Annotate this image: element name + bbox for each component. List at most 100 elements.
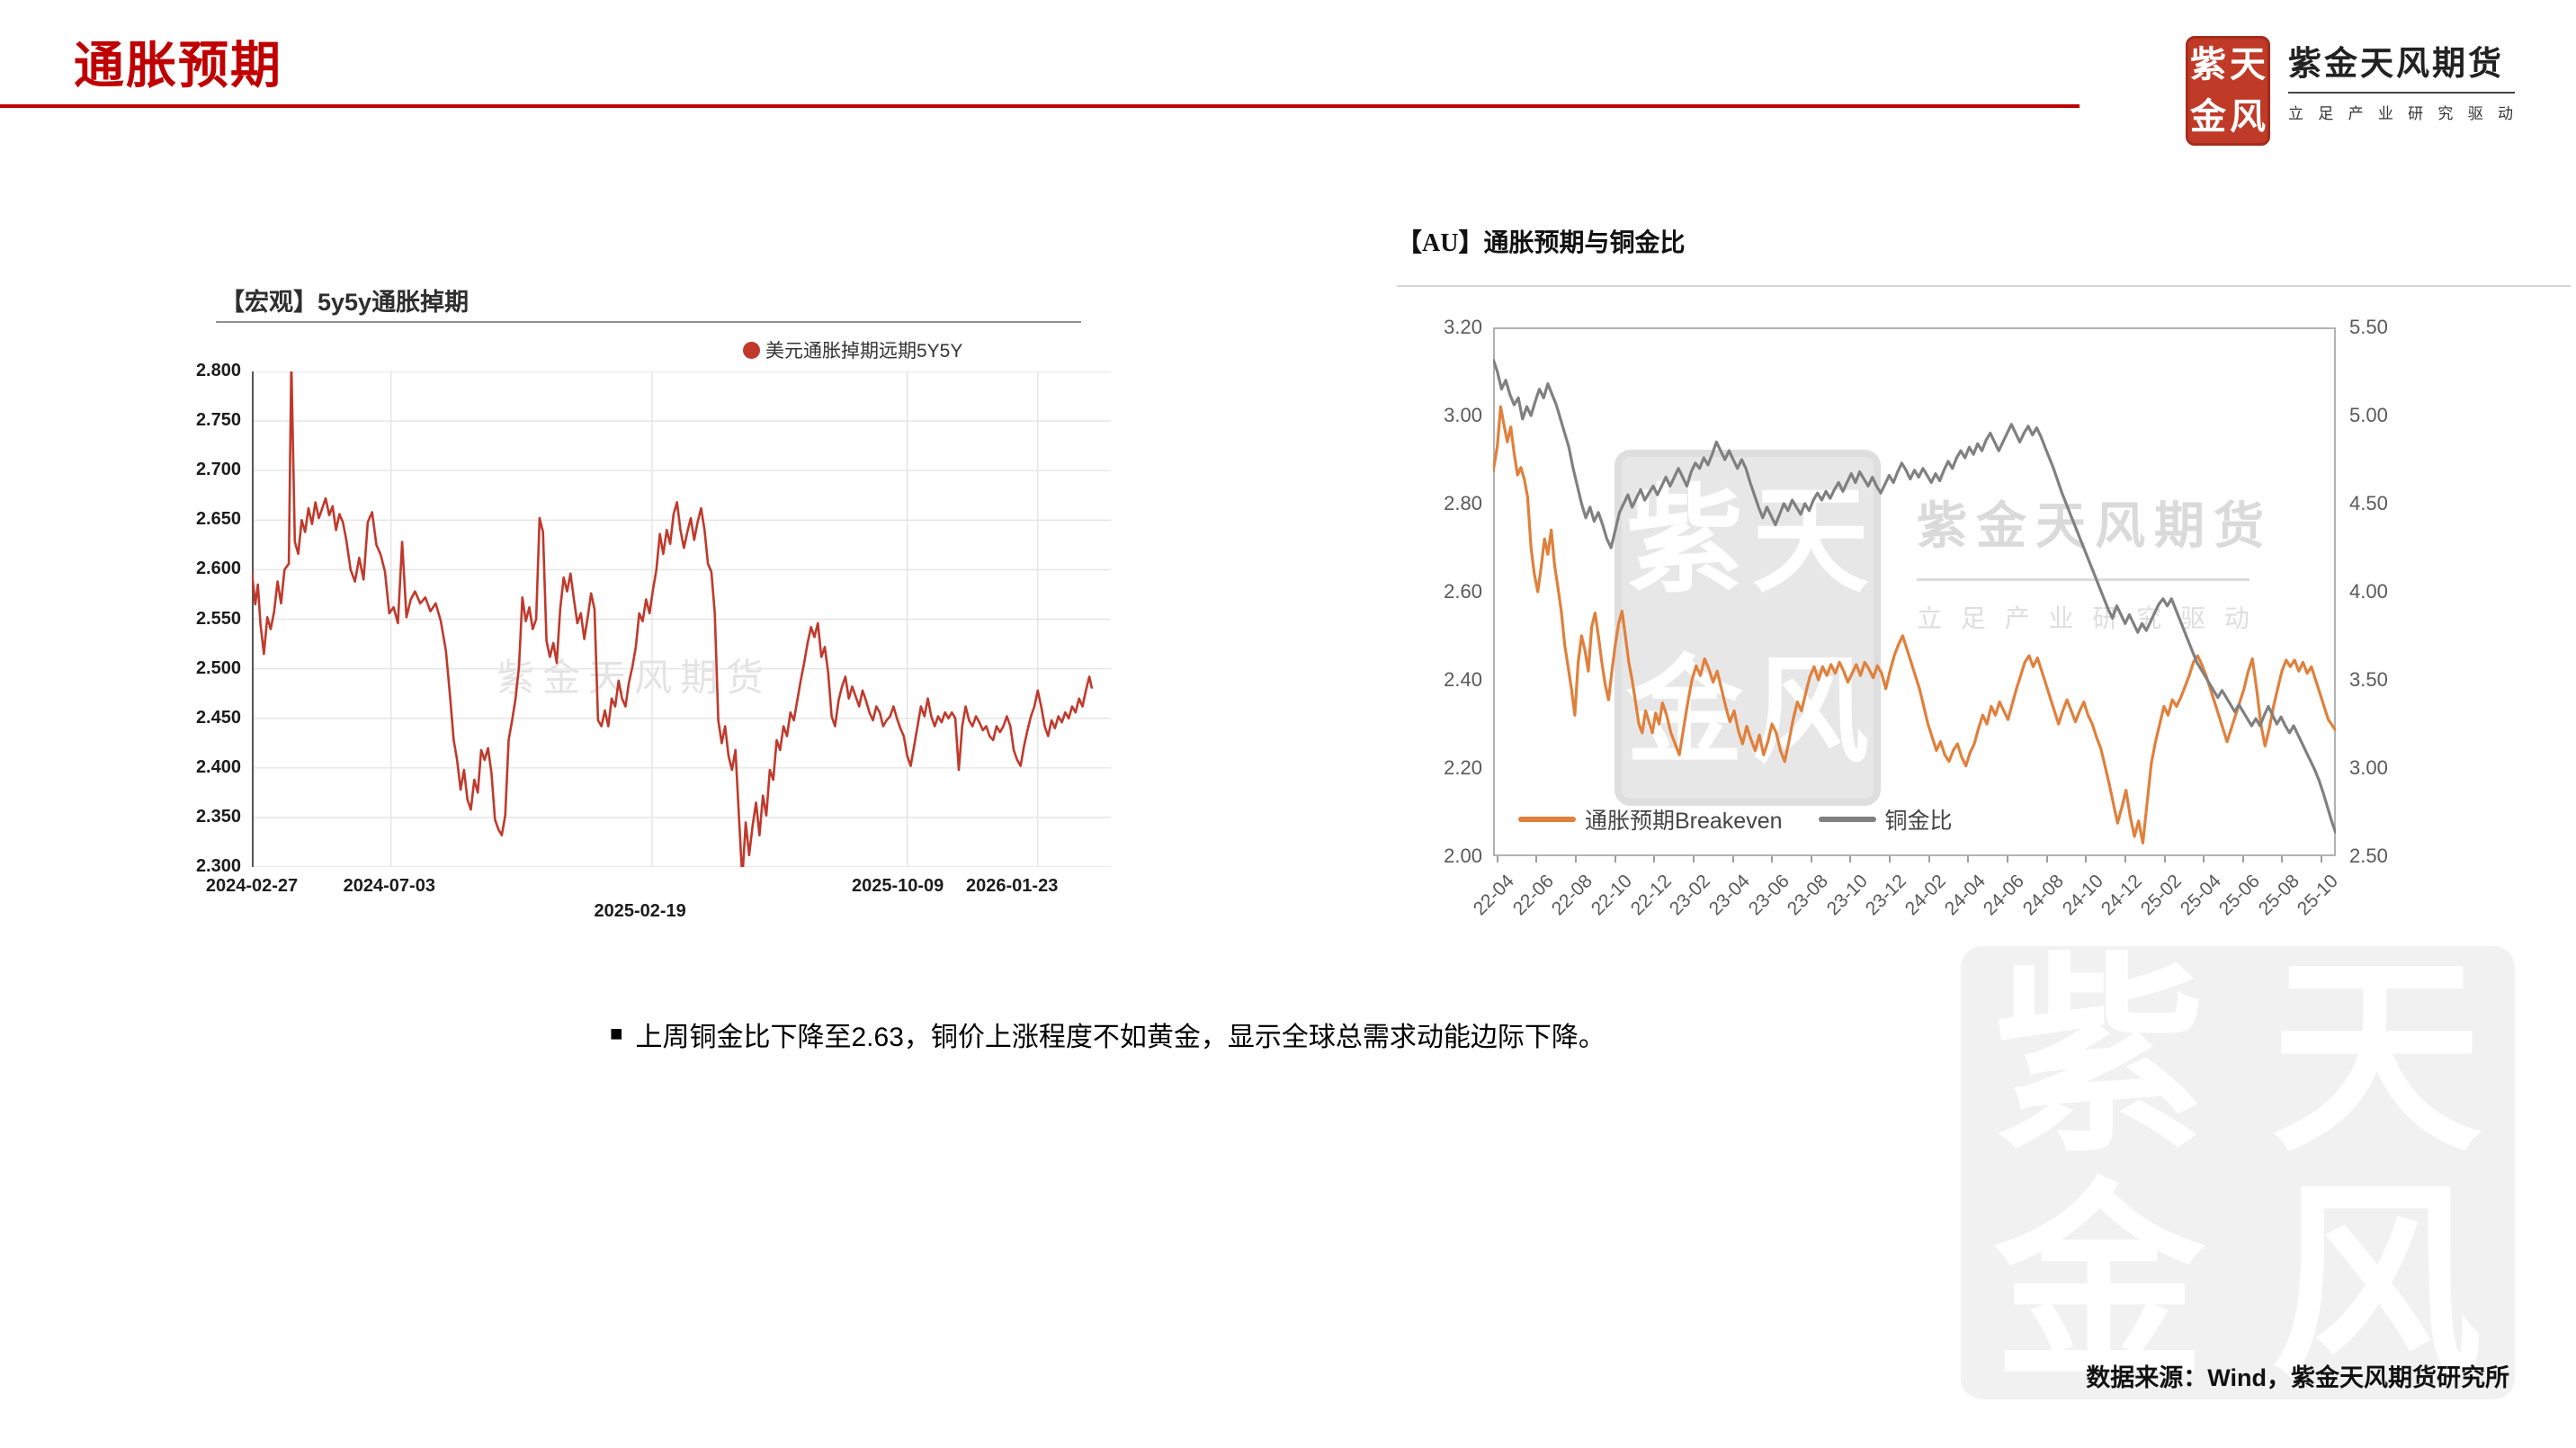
- x-axis-tick-label: 23-04: [1704, 871, 1754, 920]
- y-axis-tick-label: 2.500: [195, 657, 241, 678]
- x-axis-tick: [2124, 856, 2126, 863]
- x-axis-tick-label: 22-08: [1548, 871, 1597, 920]
- x-axis-tick-label: 2025-02-19: [594, 901, 686, 921]
- y-axis-tick-label: 2.700: [195, 460, 241, 480]
- seal-char: 天: [2230, 44, 2266, 85]
- right-y-axis-tick-label: 5.50: [2349, 316, 2388, 338]
- corner-watermark-seal: 紫 天 金 风: [1961, 946, 2515, 1399]
- left-y-axis-tick-label: 2.20: [1444, 756, 1482, 779]
- seal-char: 金: [2190, 96, 2226, 137]
- x-axis-tick-label: 23-10: [1822, 871, 1872, 920]
- seal-char: 紫: [2190, 44, 2226, 85]
- tagline-char: 足: [2318, 105, 2336, 122]
- y-axis-tick-label: 2.600: [195, 559, 241, 579]
- right-chart-title-underline: [1397, 285, 2571, 287]
- left-y-axis-tick-label: 2.80: [1444, 492, 1482, 514]
- logo-text-block: 紫金天风期货 立足产业研究驱动: [2288, 36, 2515, 123]
- y-axis-tick-label: 2.550: [195, 608, 241, 629]
- x-axis-tick: [1731, 856, 1734, 863]
- seal-char: 风: [2270, 1168, 2482, 1403]
- legend-label: 美元通胀掉期远期5Y5Y: [765, 341, 963, 362]
- y-axis-tick-label: 2.300: [195, 856, 241, 876]
- x-axis-tick-label: 24-02: [1901, 871, 1951, 920]
- seal-char: 金: [1993, 1168, 2205, 1403]
- x-axis-tick: [1810, 856, 1812, 863]
- logo-divider: [2288, 92, 2515, 94]
- left-y-axis-tick-label: 3.20: [1444, 316, 1482, 338]
- x-axis-tick-label: 22-04: [1469, 871, 1519, 920]
- x-axis-tick: [2085, 856, 2088, 863]
- left-y-axis-tick-label: 2.00: [1444, 845, 1482, 867]
- x-axis-tick: [2007, 856, 2009, 863]
- y-axis-tick-label: 2.800: [195, 361, 241, 380]
- x-axis-tick-label: 23-02: [1665, 871, 1715, 920]
- left-chart-plot: [252, 371, 1111, 867]
- x-axis-tick-label: 24-08: [2018, 871, 2068, 920]
- x-axis-tick: [2045, 856, 2048, 863]
- tagline-char: 驱: [2467, 105, 2485, 122]
- y-axis-tick-label: 2.650: [195, 509, 241, 530]
- x-axis-tick: [2321, 856, 2323, 863]
- right-y-axis-tick-label: 5.00: [2349, 404, 2388, 426]
- header-divider: [0, 104, 2080, 108]
- x-axis-tick: [1496, 856, 1498, 863]
- x-axis-tick: [1771, 856, 1774, 863]
- right-y-axis-tick-label: 3.00: [2349, 756, 2388, 779]
- seal-char: 风: [2230, 96, 2266, 137]
- x-axis-tick-label: 25-10: [2294, 871, 2343, 920]
- x-axis-tick-label: 23-06: [1744, 871, 1793, 920]
- x-axis-tick: [1889, 856, 1892, 863]
- bullet-marker-icon: ■: [610, 1022, 623, 1046]
- tagline-char: 动: [2497, 105, 2515, 122]
- x-axis-tick-label: 22-06: [1508, 871, 1558, 920]
- y-axis-tick-label: 2.450: [195, 707, 241, 728]
- seal-char: 紫: [1993, 942, 2205, 1176]
- x-axis-tick: [1653, 856, 1656, 863]
- x-axis-tick: [2241, 856, 2244, 863]
- x-axis-tick-label: 2024-02-27: [205, 876, 299, 896]
- right-chart-legend: 通胀预期Breakeven 铜金比: [1518, 803, 1953, 836]
- right-y-axis-tick-label: 3.50: [2349, 668, 2388, 691]
- right-y-axis-tick-label: 2.50: [2349, 845, 2388, 867]
- y-axis-tick-label: 2.400: [195, 756, 241, 777]
- tagline-char: 产: [2348, 105, 2366, 122]
- x-axis-tick-label: 25-04: [2176, 871, 2225, 920]
- x-axis-tick-label: 25-06: [2214, 871, 2265, 920]
- x-axis-tick-label: 24-10: [2058, 871, 2107, 920]
- tagline-char: 研: [2408, 105, 2426, 122]
- left-chart-title-underline: [216, 321, 1081, 323]
- x-axis-tick: [1849, 856, 1852, 863]
- x-axis-tick: [2203, 856, 2205, 863]
- x-axis-tick: [1535, 856, 1538, 863]
- tagline-char: 究: [2437, 105, 2455, 122]
- x-axis-tick-label: 2026-01-23: [966, 876, 1059, 896]
- right-y-axis-tick-label: 4.50: [2349, 492, 2388, 514]
- left-chart-legend: 美元通胀掉期远期5Y5Y: [743, 336, 962, 363]
- logo-tagline: 立足产业研究驱动: [2288, 101, 2515, 123]
- x-axis-tick: [1575, 856, 1578, 863]
- x-axis-tick: [2163, 856, 2166, 863]
- tagline-char: 业: [2377, 105, 2395, 122]
- left-y-axis-tick-label: 3.00: [1444, 404, 1482, 426]
- company-logo: 紫 天 金 风 紫金天风期货 立足产业研究驱动: [2186, 36, 2515, 146]
- x-axis-tick: [1967, 856, 1970, 863]
- x-axis-tick: [1928, 856, 1930, 863]
- left-chart-title: 【宏观】5y5y通胀掉期: [220, 289, 470, 316]
- y-axis-tick-label: 2.750: [195, 410, 241, 431]
- x-axis-tick-label: 22-10: [1587, 871, 1636, 920]
- x-axis-tick: [1614, 856, 1616, 863]
- page-title: 通胀预期: [74, 39, 282, 94]
- x-axis-tick-label: 24-12: [2097, 871, 2147, 920]
- data-source-note: 数据来源：Wind，紫金天风期货研究所: [2086, 1364, 2509, 1391]
- left-y-axis-tick-label: 2.60: [1444, 580, 1482, 603]
- x-axis-tick-label: 22-12: [1626, 871, 1676, 920]
- legend-item: 通胀预期Breakeven: [1518, 803, 1783, 836]
- right-chart-plot: [1493, 327, 2336, 856]
- legend-line-icon: [1518, 817, 1576, 822]
- x-axis-tick-label: 2024-07-03: [343, 876, 435, 896]
- legend-label: 铜金比: [1884, 809, 1953, 834]
- x-axis-tick-label: 23-08: [1783, 871, 1833, 920]
- x-axis-tick-label: 23-12: [1862, 871, 1911, 920]
- y-axis-tick-label: 2.350: [195, 806, 241, 827]
